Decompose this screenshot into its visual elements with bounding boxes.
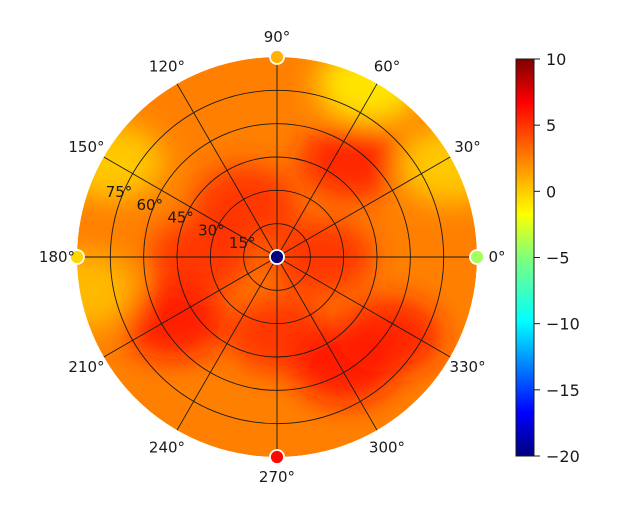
colorbar-tick-label: 10 — [546, 50, 566, 69]
data-marker — [469, 249, 485, 265]
angular-gridline — [176, 256, 278, 431]
radial-tick-label: 30° — [198, 221, 225, 239]
radial-tick-label: 15° — [229, 234, 256, 252]
angle-tick-label: 330° — [449, 358, 485, 376]
angle-tick-label: 60° — [374, 57, 401, 75]
radial-tick-label: 75° — [106, 183, 133, 201]
data-marker — [269, 49, 285, 65]
angular-gridline — [276, 156, 451, 258]
angle-tick-label: 0° — [488, 248, 505, 266]
angle-tick-label: 180° — [39, 248, 75, 266]
angular-gridline — [276, 256, 378, 431]
angular-gridline — [276, 256, 451, 358]
data-marker — [269, 249, 285, 265]
colorbar-tick-label: −20 — [546, 447, 580, 466]
colorbar-tick-label: −5 — [546, 249, 570, 268]
data-marker — [69, 249, 85, 265]
polar-grid — [77, 57, 477, 457]
colorbar-tick-label: −15 — [546, 381, 580, 400]
angular-gridline — [276, 83, 378, 258]
angle-tick-label: 150° — [68, 138, 104, 156]
colorbar-tick-label: −10 — [546, 315, 580, 334]
angle-tick-label: 270° — [259, 468, 295, 486]
angle-tick-label: 120° — [149, 57, 185, 75]
colorbar-tick-label: 0 — [546, 182, 556, 201]
heatmap-blob — [397, 127, 477, 204]
angular-gridline — [103, 156, 278, 258]
angular-gridline — [176, 83, 278, 258]
heatmap-blob — [316, 57, 421, 123]
angle-tick-label: 90° — [264, 28, 291, 46]
heatmap-blob — [77, 252, 137, 329]
tick-labels: 0° 30° 60° 90° 120° 150° 180° 210° 240° 270° 300° 3… — [39, 28, 506, 486]
colorbar-gradient — [515, 58, 535, 457]
angle-tick-label: 30° — [454, 138, 481, 156]
heatmap-blob — [337, 298, 442, 375]
angle-tick-label: 210° — [68, 358, 104, 376]
heatmap-blob — [300, 122, 405, 199]
angle-tick-label: 300° — [369, 439, 405, 457]
angle-tick-label: 240° — [149, 439, 185, 457]
radial-tick-label: 60° — [137, 196, 164, 214]
heatmap-blob — [121, 283, 226, 360]
data-marker — [269, 449, 285, 465]
colorbar-tick-label: 5 — [546, 116, 556, 135]
colorbar: 10 5 0 −5 −10 −15 −20 — [515, 50, 580, 466]
angular-gridline — [103, 256, 278, 358]
data-markers — [69, 49, 485, 465]
radial-tick-label: 45° — [167, 209, 194, 227]
